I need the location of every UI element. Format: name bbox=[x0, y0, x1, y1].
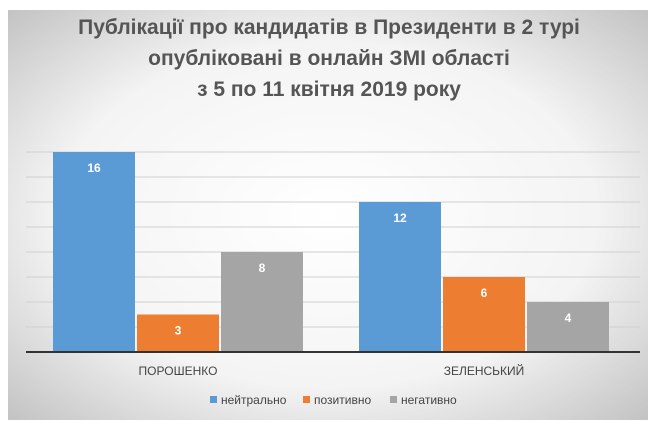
bar-негативно bbox=[221, 252, 303, 352]
bar-негативно bbox=[527, 302, 609, 352]
data-label: 3 bbox=[175, 324, 182, 338]
data-label: 6 bbox=[481, 286, 488, 300]
chart-title-line-3: з 5 по 11 квітня 2019 року bbox=[197, 78, 461, 101]
bar-позитивно bbox=[443, 277, 525, 352]
data-label: 16 bbox=[87, 161, 101, 175]
legend-label: нейтрально bbox=[221, 393, 287, 407]
data-label: 8 bbox=[259, 261, 266, 275]
bar-нейтрально bbox=[359, 202, 441, 352]
legend-swatch-neutral bbox=[210, 396, 217, 403]
chart-title-line-2: опубліковані в онлайн ЗМІ області bbox=[148, 47, 510, 70]
category-label: ЗЕЛЕНСЬКИЙ bbox=[444, 363, 525, 378]
category-label: ПОРОШЕНКО bbox=[139, 364, 218, 378]
chart-title-line-1: Публікації про кандидатів в Президенти в… bbox=[78, 16, 580, 39]
legend-label: позитивно bbox=[314, 393, 371, 407]
bar-позитивно bbox=[137, 314, 219, 352]
legend: нейтрально позитивно негативно bbox=[210, 393, 457, 407]
data-label: 12 bbox=[393, 211, 407, 225]
legend-swatch-negative bbox=[390, 396, 397, 403]
legend-label: негативно bbox=[401, 393, 457, 407]
legend-swatch-positive bbox=[303, 396, 310, 403]
bar-нейтрально bbox=[53, 152, 135, 352]
data-label: 4 bbox=[565, 311, 572, 325]
